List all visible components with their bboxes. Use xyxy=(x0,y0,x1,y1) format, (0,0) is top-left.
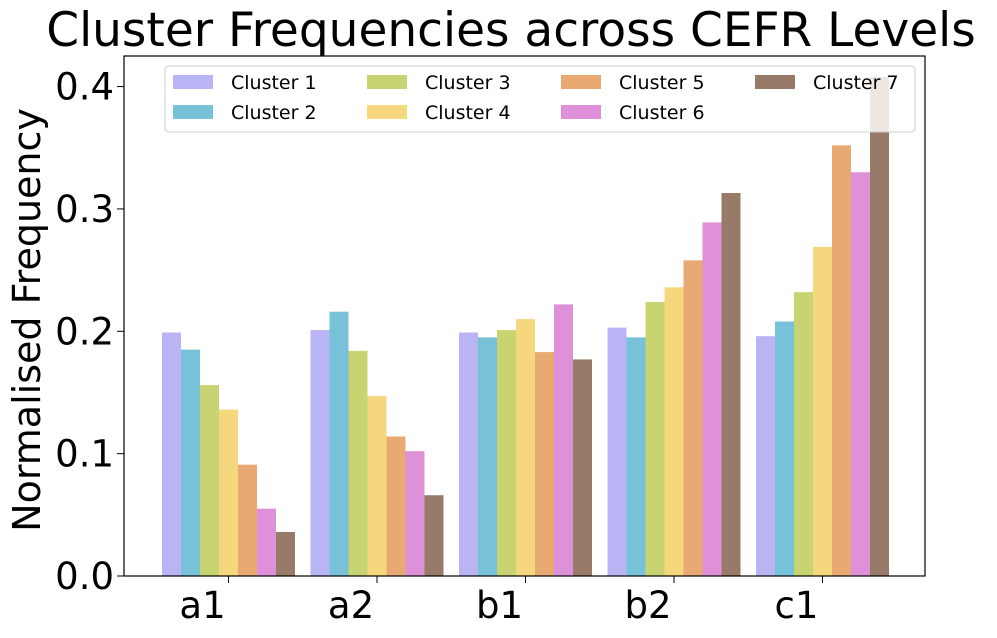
bar-cluster-6-b2 xyxy=(702,222,722,576)
legend-label-cluster-4: Cluster 4 xyxy=(425,102,511,124)
legend-swatch-cluster-4 xyxy=(367,105,407,119)
bar-cluster-4-b1 xyxy=(516,319,535,576)
bar-cluster-2-b2 xyxy=(626,337,646,576)
bar-cluster-2-a1 xyxy=(181,349,200,576)
legend-swatch-cluster-5 xyxy=(561,75,601,89)
x-tick-label-a1: a1 xyxy=(179,584,225,627)
bar-cluster-1-a1 xyxy=(162,332,181,576)
y-axis-label-group: Normalised Frequency xyxy=(5,108,49,532)
legend-label-cluster-2: Cluster 2 xyxy=(231,102,317,124)
bar-cluster-5-a2 xyxy=(386,436,406,576)
bar-cluster-1-b1 xyxy=(459,332,478,576)
x-tick-label-b2: b2 xyxy=(624,584,671,627)
plot-frame xyxy=(123,55,926,577)
bar-cluster-6-a2 xyxy=(405,451,425,576)
y-tick-label: 0.0 xyxy=(55,555,114,598)
bar-cluster-2-a2 xyxy=(329,311,349,576)
bar-cluster-4-b2 xyxy=(664,287,684,576)
bar-cluster-6-b1 xyxy=(554,304,573,576)
y-tick-label: 0.2 xyxy=(55,310,114,353)
legend-swatch-cluster-1 xyxy=(173,75,213,89)
legend-label-cluster-6: Cluster 6 xyxy=(619,102,705,124)
legend-label-cluster-3: Cluster 3 xyxy=(425,72,511,94)
chart-title: Cluster Frequencies across CEFR Levels xyxy=(46,3,975,58)
legend-label-cluster-7: Cluster 7 xyxy=(813,72,899,94)
bar-cluster-1-c1 xyxy=(756,336,775,576)
bar-cluster-5-b2 xyxy=(683,260,703,576)
y-axis-label: Normalised Frequency xyxy=(5,108,49,532)
bar-cluster-5-b1 xyxy=(535,352,554,576)
bar-cluster-2-c1 xyxy=(775,321,794,576)
bar-cluster-7-a1 xyxy=(276,531,295,576)
x-tick-label-c1: c1 xyxy=(775,584,819,627)
legend-swatch-cluster-7 xyxy=(755,75,795,89)
bar-cluster-1-a2 xyxy=(310,330,330,576)
bar-cluster-3-a2 xyxy=(348,350,368,576)
bar-cluster-7-b1 xyxy=(573,359,592,576)
legend-swatch-cluster-6 xyxy=(561,105,601,119)
bar-cluster-3-c1 xyxy=(794,292,813,576)
legend-swatch-cluster-2 xyxy=(173,105,213,119)
y-tick-label: 0.4 xyxy=(55,66,114,109)
x-tick-label-a2: a2 xyxy=(328,584,374,627)
bar-cluster-4-a1 xyxy=(219,409,238,576)
bar-cluster-5-c1 xyxy=(832,145,851,577)
bars xyxy=(162,76,889,577)
bar-cluster-3-b1 xyxy=(497,330,516,576)
bar-cluster-7-c1 xyxy=(870,76,889,577)
legend-frame xyxy=(164,65,916,133)
legend-swatch-cluster-3 xyxy=(367,75,407,89)
bar-cluster-7-b2 xyxy=(721,193,741,577)
bar-cluster-3-b2 xyxy=(645,301,665,576)
legend-label-cluster-5: Cluster 5 xyxy=(619,72,705,94)
y-axis-ticks: 0.0 0.1 0.2 0.3 0.4 xyxy=(55,66,124,598)
bar-cluster-3-a1 xyxy=(200,385,219,576)
bar-cluster-6-c1 xyxy=(851,172,870,576)
legend: Cluster 1 Cluster 2 Cluster 3 Cluster 4 Clus… xyxy=(164,65,916,133)
x-tick-label-b1: b1 xyxy=(476,584,523,627)
bar-cluster-7-a2 xyxy=(424,495,444,576)
bar-cluster-5-a1 xyxy=(238,464,257,576)
y-tick-label: 0.3 xyxy=(55,188,114,231)
bar-cluster-6-a1 xyxy=(257,508,276,576)
bar-cluster-4-c1 xyxy=(813,246,832,576)
bar-cluster-2-b1 xyxy=(478,337,497,576)
legend-label-cluster-1: Cluster 1 xyxy=(231,72,317,94)
x-axis-ticks: a1 a2 b1 b2 c1 xyxy=(179,576,823,627)
bar-cluster-4-a2 xyxy=(367,396,387,576)
y-tick-label: 0.1 xyxy=(55,433,114,476)
bar-cluster-1-b2 xyxy=(607,327,627,576)
